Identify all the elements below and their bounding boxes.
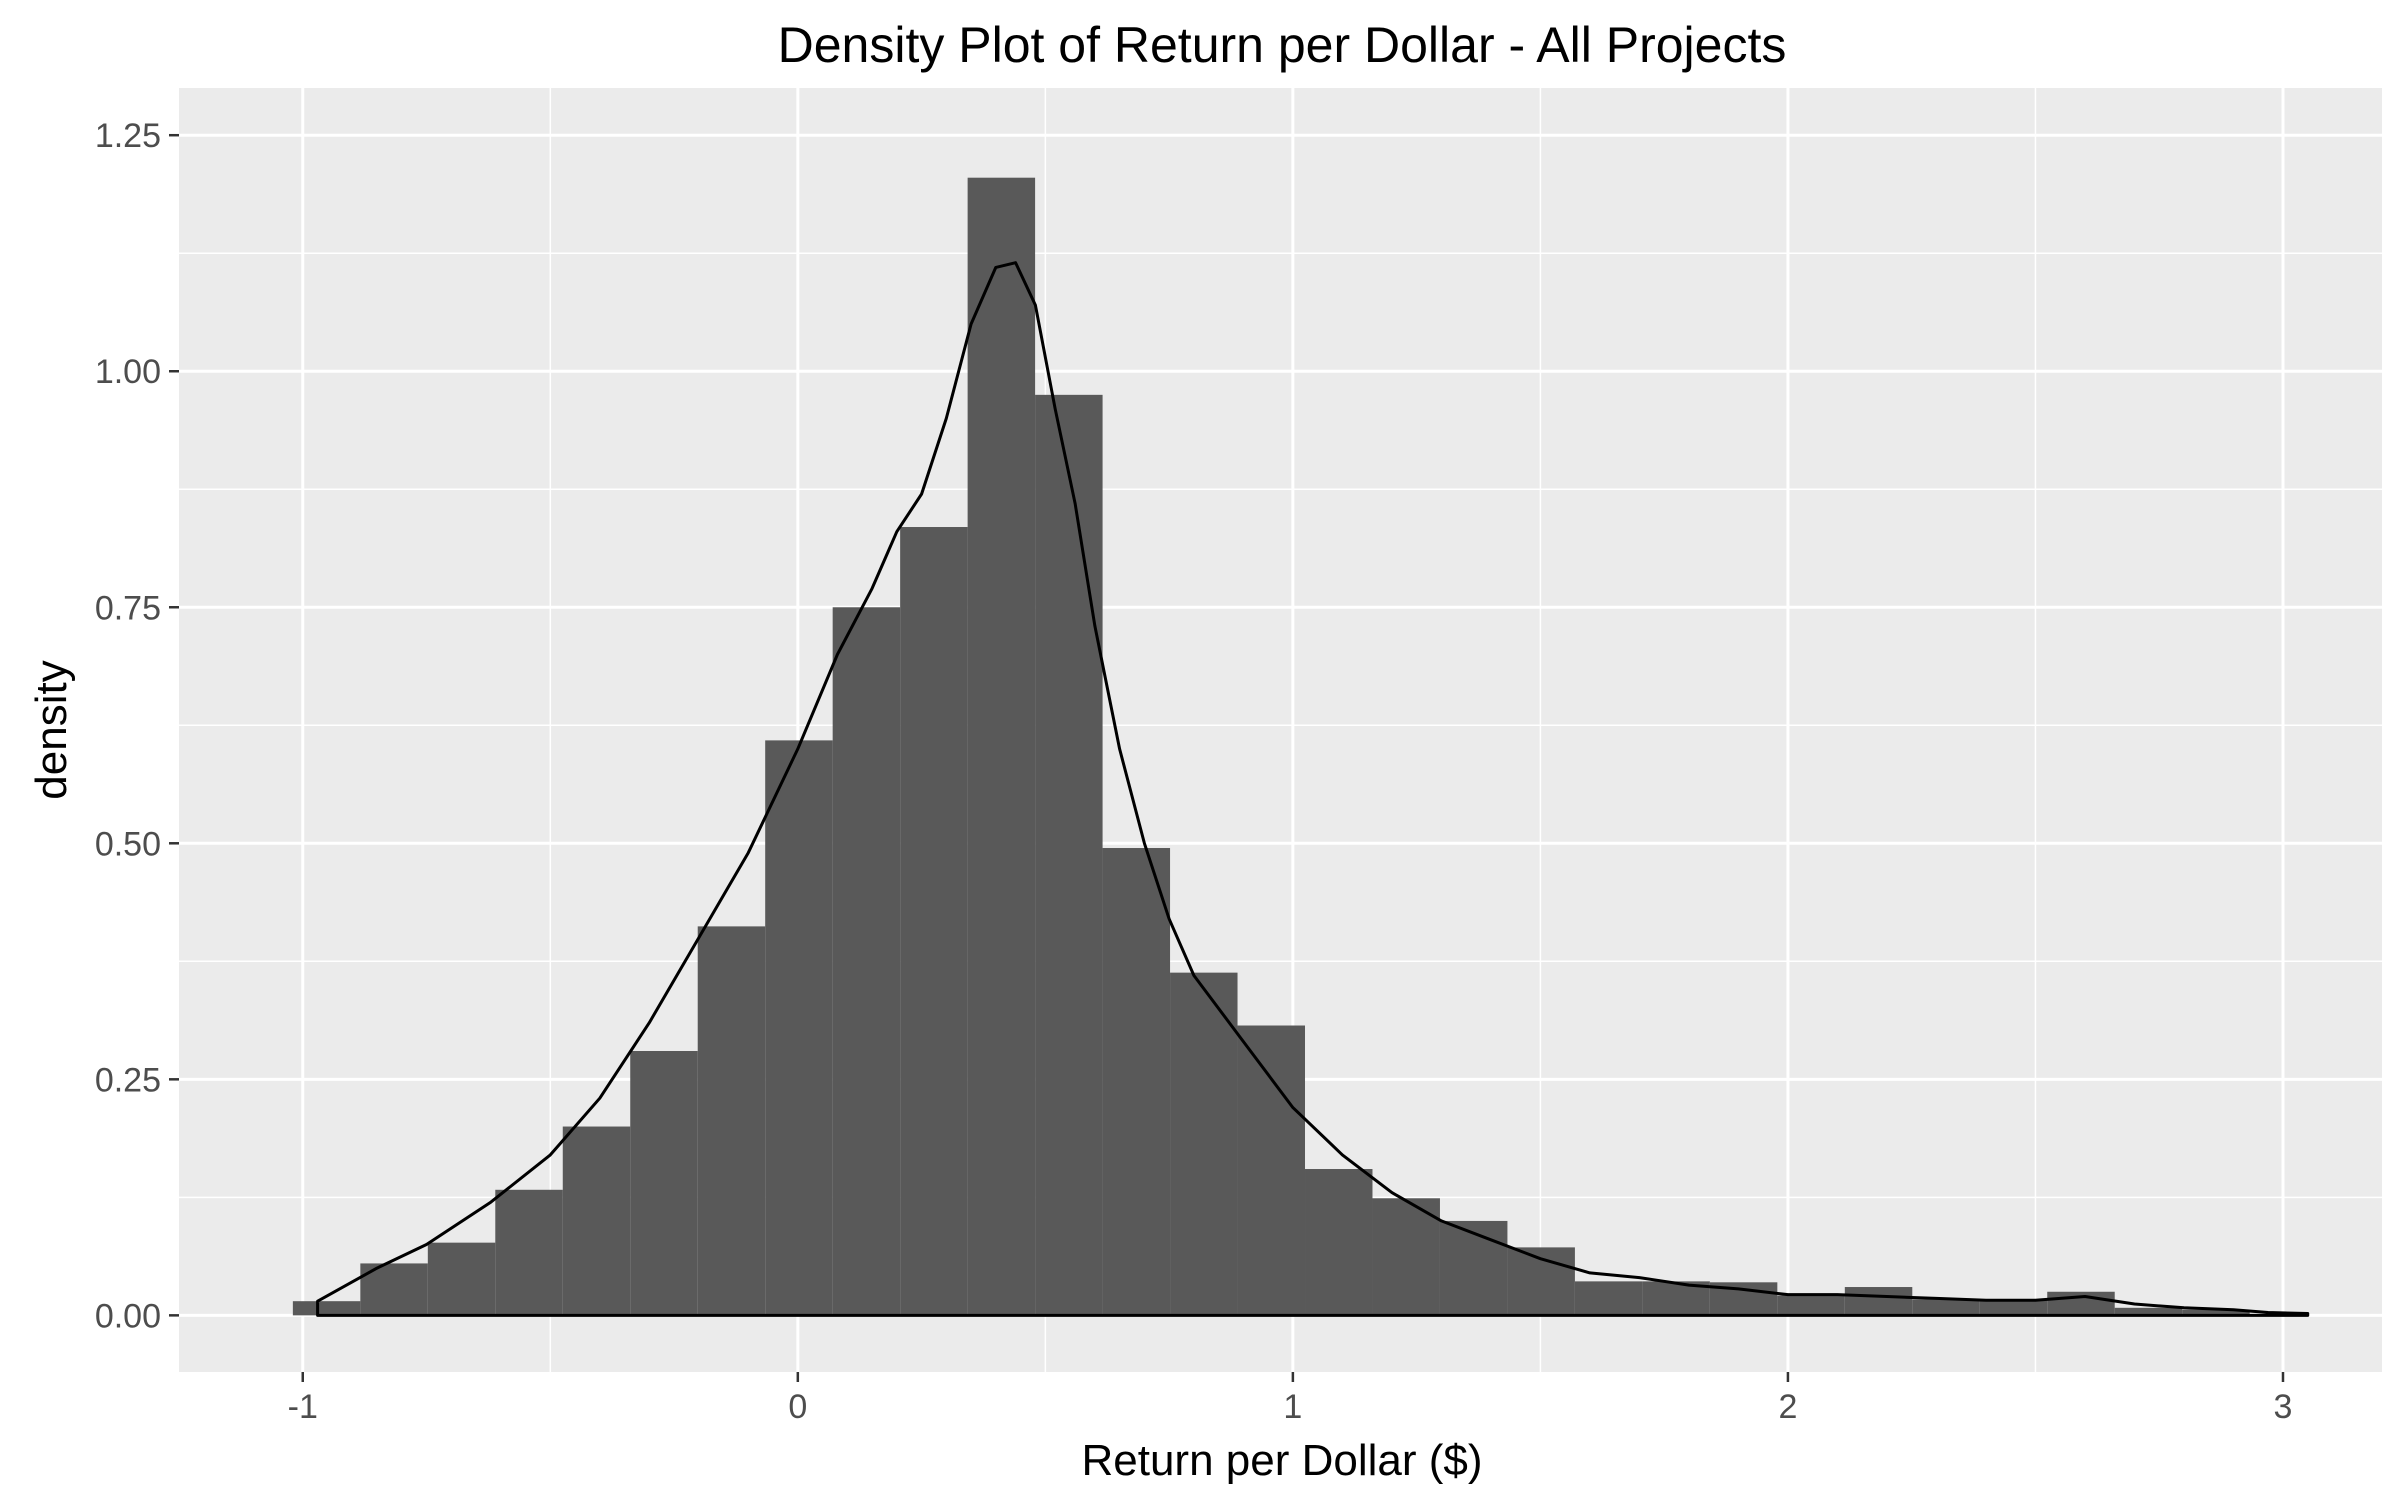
histogram-bar	[832, 607, 901, 1316]
x-axis-label: Return per Dollar ($)	[1081, 1436, 1482, 1485]
histogram-bar	[1372, 1198, 1440, 1316]
histogram-bar	[292, 1301, 361, 1316]
histogram-bar	[495, 1189, 563, 1316]
x-tick-label: 0	[788, 1388, 807, 1426]
histogram-bar	[1237, 1025, 1306, 1316]
histogram-bar	[697, 926, 766, 1316]
histogram-bar	[427, 1242, 496, 1316]
y-tick-label: 0.00	[95, 1297, 161, 1335]
histogram-bar	[1574, 1281, 1643, 1316]
histogram-bars	[292, 177, 2250, 1316]
axes: -1 0 1 2 3 0.00 0.25 0.50 0.75 1.00 1.25	[95, 117, 2293, 1426]
histogram-bar	[630, 1051, 698, 1316]
x-tick-label: 3	[2274, 1388, 2293, 1426]
x-tick-label: 2	[1778, 1388, 1797, 1426]
histogram-bar	[1979, 1300, 2048, 1316]
y-tick-label: 0.25	[95, 1061, 161, 1099]
histogram-bar	[900, 527, 968, 1316]
y-tick-label: 1.25	[95, 117, 161, 155]
histogram-bar	[1170, 972, 1238, 1316]
histogram-bar	[1912, 1299, 1980, 1316]
density-curve	[316, 261, 2310, 1317]
x-tick-label: 1	[1283, 1388, 1302, 1426]
y-axis-label: density	[27, 660, 76, 799]
histogram-bar	[2047, 1291, 2115, 1316]
histogram-bar	[1102, 848, 1171, 1316]
histogram-bar	[2114, 1307, 2183, 1316]
x-tick-label: -1	[288, 1388, 318, 1426]
density-curve-layer	[316, 261, 2310, 1317]
histogram-bar	[967, 177, 1036, 1316]
histogram-bar	[1439, 1220, 1508, 1316]
histogram-bar	[2182, 1309, 2250, 1316]
chart-title: Density Plot of Return per Dollar - All …	[778, 17, 1787, 73]
histogram-bar	[1035, 394, 1103, 1316]
y-tick-label: 1.00	[95, 353, 161, 391]
histogram-bar	[1777, 1295, 1845, 1316]
y-tick-label: 0.50	[95, 825, 161, 863]
histogram-bar	[1844, 1287, 1913, 1316]
histogram-bar	[1305, 1169, 1373, 1316]
histogram-bar	[562, 1126, 631, 1316]
histogram-bar	[765, 740, 833, 1316]
y-tick-label: 0.75	[95, 589, 161, 627]
